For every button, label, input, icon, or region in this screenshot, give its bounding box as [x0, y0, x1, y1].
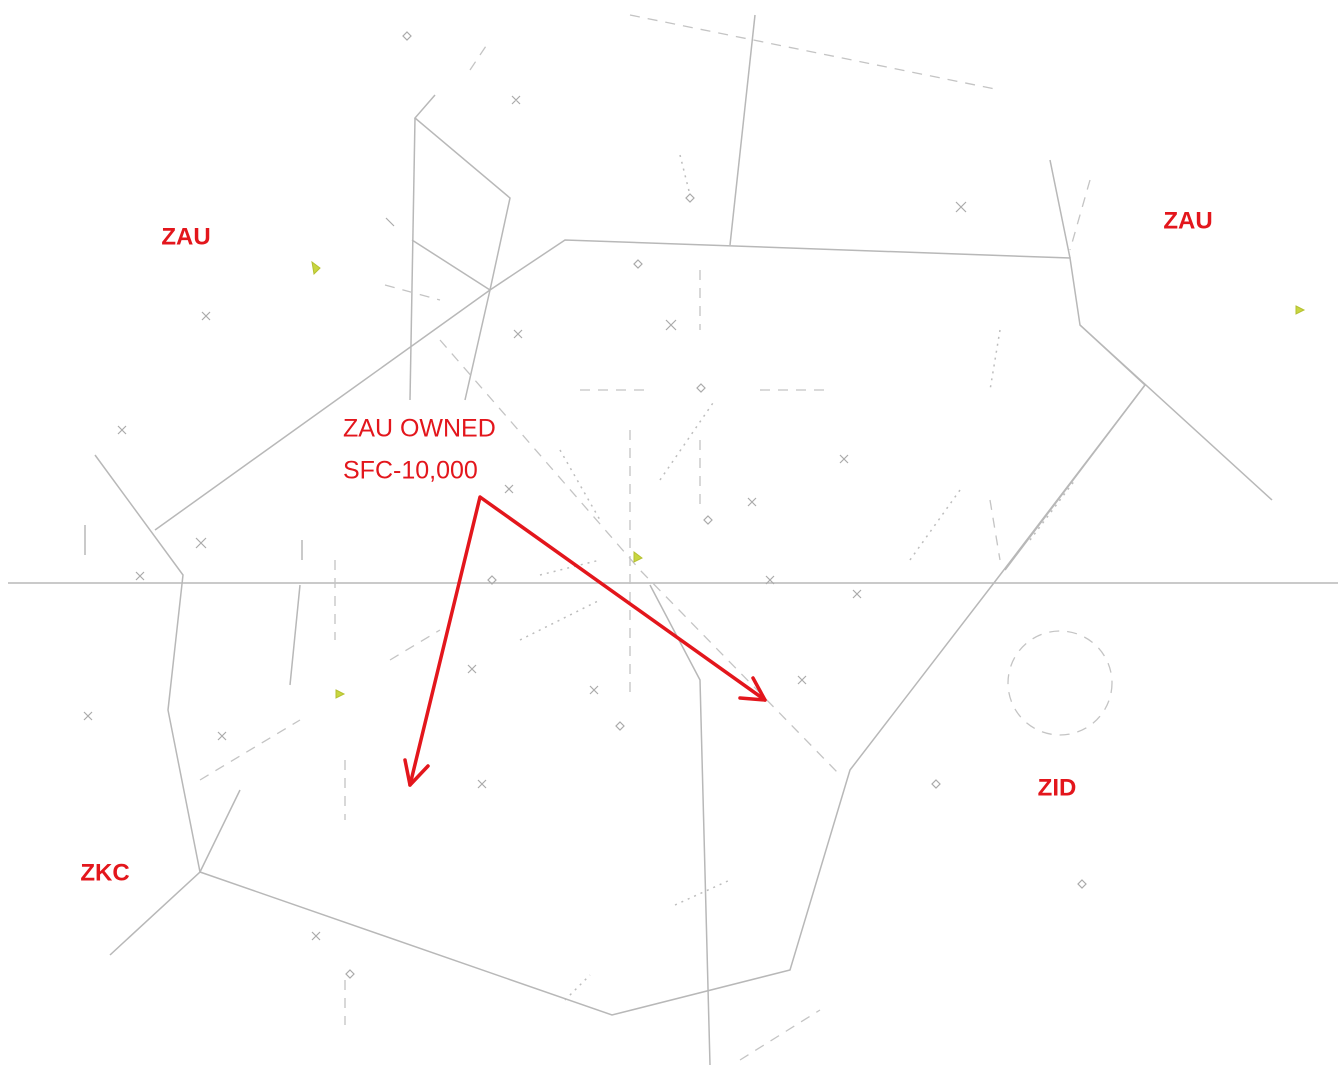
- boundary-line: [109, 789, 241, 956]
- airway: [629, 14, 1001, 91]
- route: [679, 154, 691, 196]
- airway: [199, 719, 301, 781]
- boundary-line: [1049, 159, 1071, 259]
- airway: [439, 339, 841, 776]
- center-label: ZAU: [161, 223, 210, 250]
- boundary-line: [649, 584, 711, 1066]
- annotation-arrows: [408, 495, 767, 787]
- route: [674, 879, 731, 906]
- boundary-line: [729, 14, 756, 246]
- center-label: ZKC: [80, 859, 129, 886]
- restricted-area: [1007, 630, 1113, 736]
- fixes: [83, 31, 1306, 979]
- route: [1029, 479, 1076, 541]
- route: [909, 489, 961, 561]
- route: [659, 399, 716, 481]
- annotation-text: ZAU OWNED: [343, 415, 496, 443]
- airway: [384, 284, 441, 301]
- airway: [1069, 179, 1091, 251]
- sector-boundary: [94, 239, 1147, 1016]
- route: [559, 449, 601, 521]
- annotation: ZAU OWNED SFC-10,000: [343, 415, 767, 787]
- boundary-line: [409, 117, 416, 401]
- boundary-line: [1004, 384, 1146, 571]
- boundaries: [8, 14, 1338, 1066]
- center-label: ZID: [1038, 774, 1077, 801]
- aircraft-targets: [311, 260, 1306, 699]
- fix-marks: [83, 95, 967, 941]
- annotation-text: SFC-10,000: [343, 457, 478, 485]
- navaid-marks: [345, 31, 1087, 979]
- route: [564, 974, 591, 1001]
- center-label: ZAU: [1163, 207, 1212, 234]
- boundary-line: [289, 584, 301, 686]
- airway: [989, 499, 1001, 561]
- airway: [389, 629, 441, 661]
- airway: [469, 39, 491, 71]
- center-labels: ZAU ZAU ZKC ZID: [80, 207, 1212, 886]
- boundary-line: [1079, 324, 1273, 501]
- boundary-line: [411, 239, 491, 291]
- airway: [739, 1009, 821, 1061]
- arrowhead: [403, 758, 430, 787]
- boundary-line: [413, 94, 511, 401]
- routes: [519, 154, 1076, 1001]
- route: [519, 599, 601, 641]
- arrowhead: [738, 676, 767, 702]
- route: [989, 329, 1001, 391]
- airways: [199, 14, 1113, 1061]
